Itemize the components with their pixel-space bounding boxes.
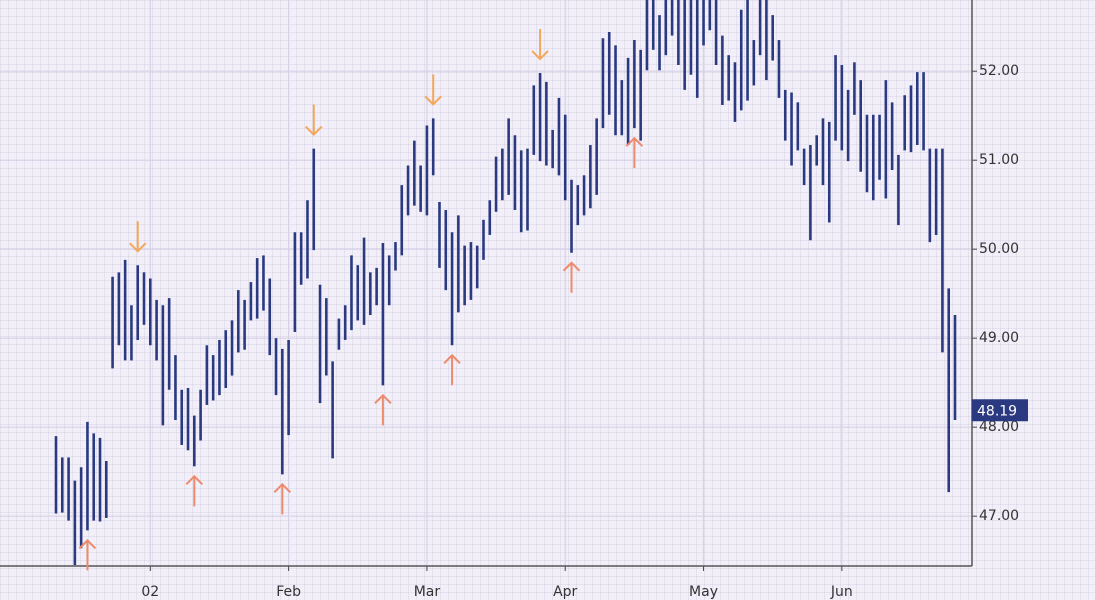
y-tick-label: 49.00	[979, 330, 1019, 346]
y-tick-label: 50.00	[979, 241, 1019, 257]
down-arrow	[531, 28, 549, 61]
x-tick-label: Feb	[276, 584, 301, 600]
x-tick-label: Jun	[830, 584, 853, 600]
x-tick-label: May	[689, 584, 718, 600]
x-tick-label: Mar	[414, 584, 441, 600]
y-tick-label: 51.00	[979, 152, 1019, 168]
down-arrow	[424, 74, 442, 106]
up-arrow	[185, 474, 204, 507]
down-arrow	[129, 221, 147, 253]
down-arrow	[305, 104, 323, 137]
x-tick-label: Apr	[553, 584, 577, 600]
y-tick-label: 48.00	[979, 419, 1019, 435]
last-value-label: 48.19	[977, 403, 1017, 419]
up-arrow	[625, 136, 644, 169]
up-arrow	[78, 538, 97, 571]
up-arrow	[443, 353, 461, 386]
last-value-box	[972, 399, 1028, 422]
up-arrow	[562, 261, 581, 293]
up-arrow	[273, 482, 292, 515]
y-tick-label: 52.00	[979, 63, 1019, 79]
y-tick-label: 47.00	[979, 508, 1019, 524]
x-tick-label: 02	[141, 584, 159, 600]
up-arrow	[374, 393, 392, 426]
